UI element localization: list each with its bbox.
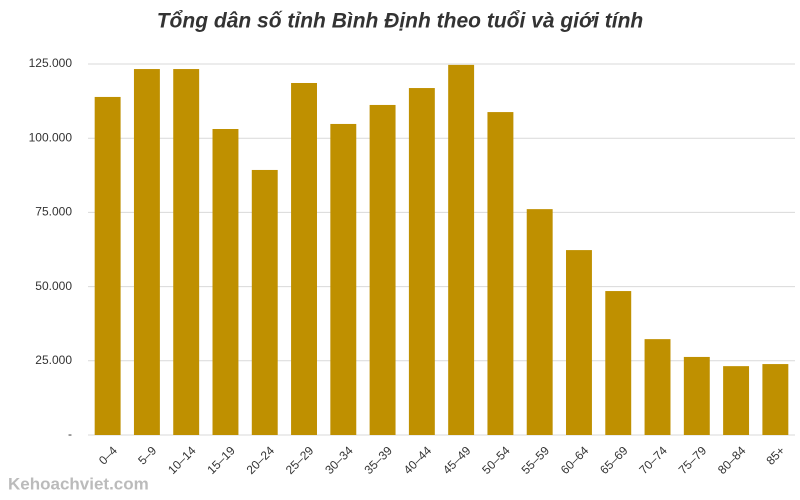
- bar: [448, 64, 475, 435]
- bar: [487, 112, 514, 435]
- x-tick-label: 50–54: [479, 443, 513, 477]
- x-tick-label: 25–29: [283, 443, 317, 477]
- bar: [683, 356, 710, 435]
- y-tick-label: 50.000: [35, 279, 72, 293]
- watermark: Kehoachviet.com: [8, 474, 149, 493]
- y-tick-label: 25.000: [35, 353, 72, 367]
- x-tick-label: 15–19: [204, 443, 238, 477]
- y-tick-label: 100.000: [29, 130, 73, 144]
- bar: [212, 128, 239, 435]
- x-tick-label: 40–44: [401, 443, 435, 477]
- bar: [330, 123, 357, 435]
- bar: [369, 104, 396, 435]
- x-tick-label: 85+: [763, 443, 787, 467]
- x-tick-label: 60–64: [558, 443, 592, 477]
- bar: [526, 209, 553, 435]
- x-tick-label: 5–9: [135, 443, 159, 467]
- bar: [291, 82, 317, 435]
- bar: [762, 364, 789, 435]
- x-tick-label: 0–4: [96, 443, 120, 467]
- y-tick-label: 75.000: [35, 205, 72, 219]
- y-tick-label: -: [68, 427, 72, 441]
- chart-title: Tổng dân số tỉnh Bình Định theo tuổi và …: [157, 10, 644, 33]
- x-tick-label: 30–34: [322, 443, 356, 477]
- bar: [173, 69, 200, 436]
- x-tick-label: 35–39: [361, 443, 395, 477]
- bar: [644, 339, 671, 435]
- bar: [133, 69, 160, 436]
- x-tick-label: 10–14: [165, 443, 199, 477]
- bar: [605, 291, 632, 435]
- bar: [566, 250, 592, 435]
- x-tick-label: 65–69: [597, 443, 631, 477]
- y-tick-label: 125.000: [29, 56, 73, 70]
- x-tick-label: 80–84: [715, 443, 749, 477]
- x-tick-label: 45–49: [440, 443, 474, 477]
- bar: [723, 366, 750, 435]
- bar: [408, 88, 435, 435]
- x-tick-label: 20–24: [244, 443, 278, 477]
- bar: [94, 96, 121, 436]
- bar: [251, 169, 278, 436]
- x-tick-label: 75–79: [676, 443, 710, 477]
- x-tick-label: 55–59: [519, 443, 553, 477]
- x-tick-label: 70–74: [636, 443, 670, 477]
